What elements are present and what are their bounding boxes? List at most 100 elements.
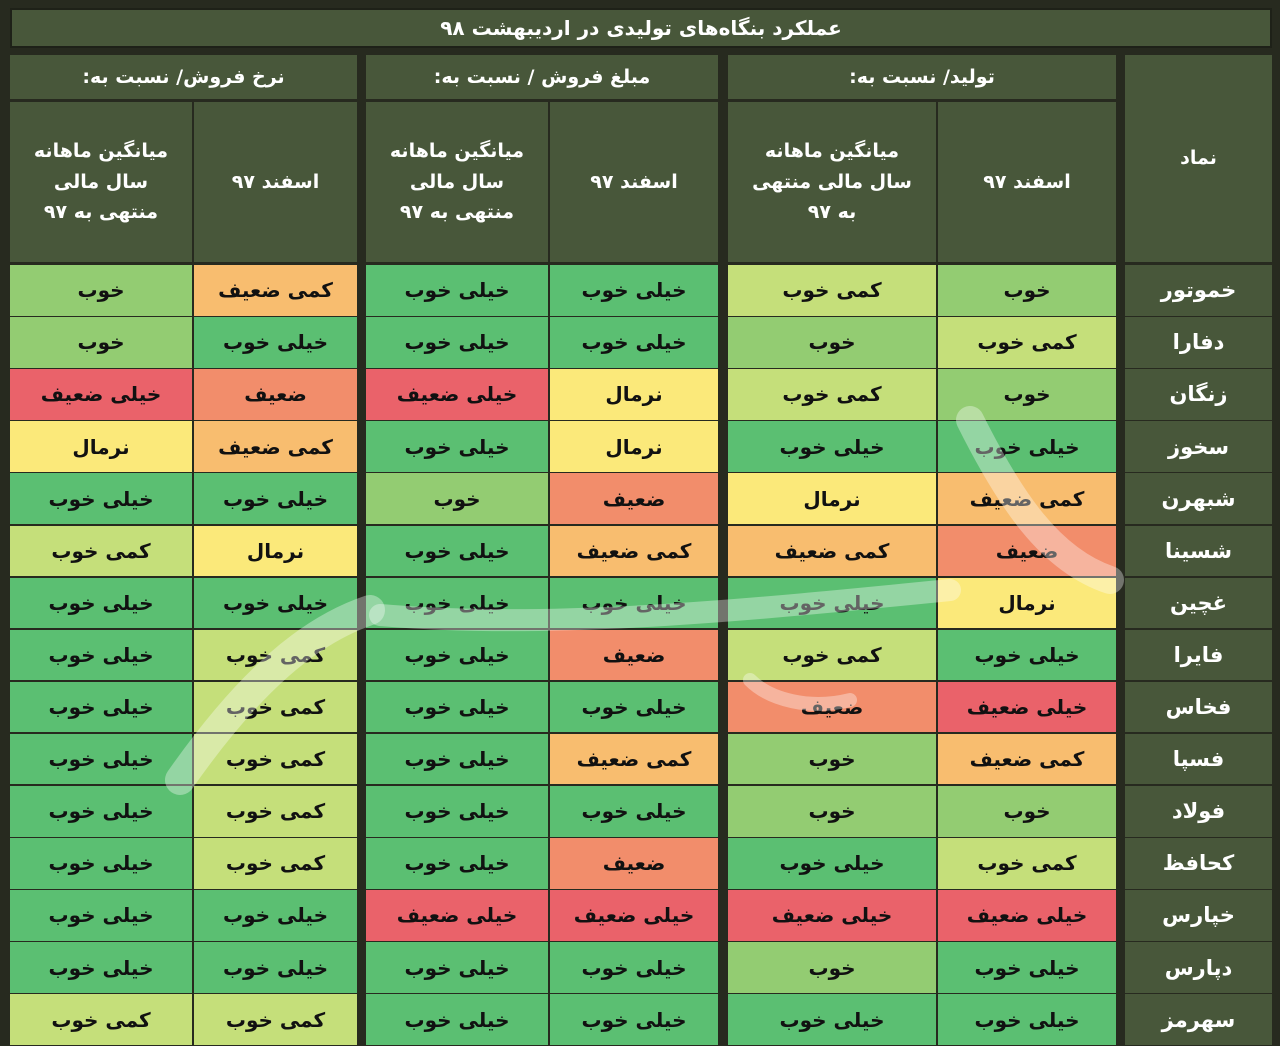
rating-cell: کمی خوب — [194, 838, 357, 889]
rating-cell: خیلی خوب — [194, 317, 357, 368]
rating-cell: خیلی خوب — [728, 421, 936, 472]
row-symbol: شسینا — [1125, 525, 1272, 576]
rating-cell: کمی خوب — [10, 994, 192, 1045]
production-group-header: تولید/ نسبت به: — [728, 55, 1116, 99]
rating-cell: کمی خوب — [194, 629, 357, 681]
rating-cell: خیلی خوب — [550, 786, 718, 837]
rating-cell: کمی خوب — [194, 733, 357, 785]
rating-cell: خیلی خوب — [194, 942, 357, 993]
rating-cell: خیلی خوب — [366, 525, 548, 576]
rating-cell: خیلی خوب — [366, 317, 548, 368]
rating-cell: خیلی خوب — [10, 577, 192, 629]
rating-cell: خیلی خوب — [194, 473, 357, 524]
sub-header: اسفند ۹۷ — [550, 102, 718, 262]
row-symbol: فسپا — [1125, 733, 1272, 785]
rating-cell: خیلی ضعیف — [938, 890, 1116, 941]
rating-cell: خیلی خوب — [10, 473, 192, 524]
row-symbol: سخوز — [1125, 421, 1272, 472]
rating-cell: خیلی خوب — [366, 786, 548, 837]
rating-cell: خوب — [728, 942, 936, 993]
symbol-column-header: نماد — [1125, 55, 1272, 262]
rating-cell: خیلی خوب — [728, 994, 936, 1045]
rating-cell: کمی ضعیف — [194, 265, 357, 316]
rating-cell: خوب — [366, 473, 548, 524]
rating-cell: کمی ضعیف — [550, 733, 718, 785]
rating-cell: خوب — [728, 317, 936, 368]
rating-cell: خیلی خوب — [194, 890, 357, 941]
rating-cell: خیلی خوب — [366, 838, 548, 889]
rating-cell: خیلی خوب — [938, 421, 1116, 472]
rating-cell: کمی خوب — [938, 838, 1116, 889]
row-symbol: شبهرن — [1125, 473, 1272, 524]
rating-cell: ضعیف — [938, 525, 1116, 576]
row-symbol: فایرا — [1125, 629, 1272, 681]
rating-cell: کمی ضعیف — [938, 733, 1116, 785]
rating-cell: کمی خوب — [938, 317, 1116, 368]
rating-cell: خیلی خوب — [10, 786, 192, 837]
sub-header: میانگین ماهانه سال مالی منتهی به ۹۷ — [366, 102, 548, 262]
rating-cell: خوب — [938, 265, 1116, 316]
rating-cell: خیلی خوب — [938, 629, 1116, 681]
rating-cell: نرمال — [550, 369, 718, 420]
rating-cell: کمی خوب — [194, 786, 357, 837]
rating-cell: کمی ضعیف — [938, 473, 1116, 524]
rating-cell: خیلی ضعیف — [728, 890, 936, 941]
row-symbol: فخاس — [1125, 681, 1272, 733]
rating-cell: خیلی خوب — [366, 265, 548, 316]
rating-cell: نرمال — [550, 421, 718, 472]
rating-cell: خیلی خوب — [550, 317, 718, 368]
row-symbol: سهرمز — [1125, 994, 1272, 1045]
rating-cell: ضعیف — [550, 838, 718, 889]
row-symbol: دفارا — [1125, 317, 1272, 368]
rating-cell: کمی خوب — [728, 265, 936, 316]
rating-cell: کمی خوب — [728, 629, 936, 681]
rating-cell: خیلی خوب — [10, 629, 192, 681]
rating-cell: کمی خوب — [10, 525, 192, 576]
rating-cell: خیلی خوب — [728, 577, 936, 629]
rating-cell: خوب — [728, 786, 936, 837]
rating-cell: خیلی خوب — [550, 942, 718, 993]
rating-cell: کمی خوب — [728, 369, 936, 420]
rating-cell: کمی ضعیف — [194, 421, 357, 472]
rating-cell: خیلی خوب — [550, 994, 718, 1045]
rating-cell: خوب — [10, 317, 192, 368]
rating-cell: خیلی خوب — [366, 577, 548, 629]
rating-cell: خیلی خوب — [10, 681, 192, 733]
sales-rate-group-header: نرخ فروش/ نسبت به: — [10, 55, 357, 99]
rating-cell: خیلی خوب — [10, 838, 192, 889]
rating-cell: خیلی خوب — [194, 577, 357, 629]
rating-cell: خیلی خوب — [10, 890, 192, 941]
rating-cell: ضعیف — [728, 681, 936, 733]
rating-cell: خیلی خوب — [366, 681, 548, 733]
row-symbol: خموتور — [1125, 265, 1272, 316]
rating-cell: خیلی خوب — [550, 265, 718, 316]
row-symbol: دپارس — [1125, 942, 1272, 993]
rating-cell: خوب — [10, 265, 192, 316]
rating-cell: ضعیف — [194, 369, 357, 420]
rating-cell: کمی ضعیف — [550, 525, 718, 576]
rating-cell: خیلی خوب — [366, 942, 548, 993]
sub-header: میانگین ماهانه سال مالی منتهی به ۹۷ — [728, 102, 936, 262]
rating-cell: نرمال — [10, 421, 192, 472]
rating-cell: نرمال — [194, 525, 357, 576]
rating-cell: کمی خوب — [194, 994, 357, 1045]
rating-cell: خوب — [728, 733, 936, 785]
row-symbol: زنگان — [1125, 369, 1272, 420]
rating-cell: کمی ضعیف — [728, 525, 936, 576]
rating-cell: نرمال — [728, 473, 936, 524]
rating-cell: خیلی خوب — [366, 421, 548, 472]
rating-cell: خیلی خوب — [10, 733, 192, 785]
sub-header: اسفند ۹۷ — [194, 102, 357, 262]
rating-cell: خیلی ضعیف — [366, 890, 548, 941]
sub-header: اسفند ۹۷ — [938, 102, 1116, 262]
rating-cell: خیلی خوب — [366, 733, 548, 785]
rating-cell: خیلی خوب — [366, 994, 548, 1045]
rating-cell: خیلی خوب — [10, 942, 192, 993]
rating-cell: خیلی خوب — [728, 838, 936, 889]
rating-cell: خیلی ضعیف — [366, 369, 548, 420]
rating-cell: خوب — [938, 786, 1116, 837]
row-symbol: خپارس — [1125, 890, 1272, 941]
rating-cell: خیلی خوب — [366, 629, 548, 681]
row-symbol: فولاد — [1125, 786, 1272, 837]
row-symbol: کحافظ — [1125, 838, 1272, 889]
